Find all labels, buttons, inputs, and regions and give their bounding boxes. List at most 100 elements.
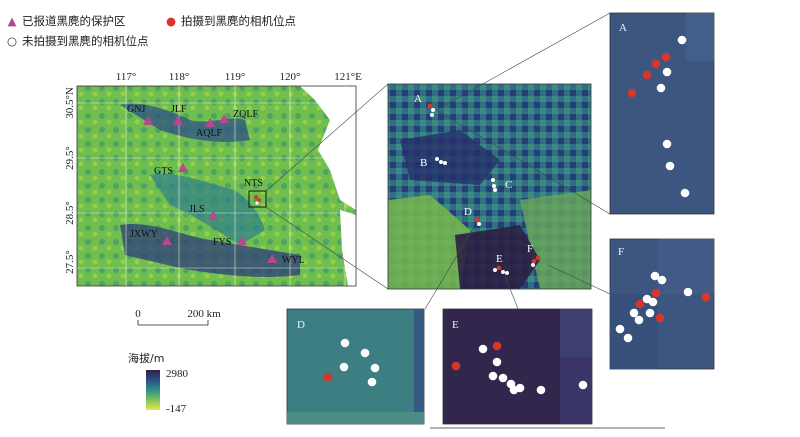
inset-e-cell <box>560 357 592 424</box>
zoom-highland-north <box>400 130 500 185</box>
camera-point <box>677 35 687 45</box>
captured-camera-point <box>655 313 665 323</box>
inset-d-edge <box>287 412 424 424</box>
triangle-icon: ▲ <box>7 14 17 28</box>
elevation-colorbar <box>146 370 160 410</box>
legend-not-captured-label: 未拍摄到黑麂的相机位点 <box>22 34 149 48</box>
camera-point <box>435 157 439 161</box>
camera-point <box>493 268 497 272</box>
reserve-marker-jlf <box>173 116 183 125</box>
reserve-marker-jls <box>208 211 218 220</box>
camera-point <box>615 324 625 334</box>
captured-camera-point <box>427 103 433 109</box>
camera-point <box>360 348 370 358</box>
reserve-marker-wyl <box>267 254 277 263</box>
inset-a-label: A <box>619 22 627 34</box>
red-dot-icon: ● <box>165 14 177 28</box>
camera-point <box>370 363 380 373</box>
connector-line <box>504 275 519 310</box>
zoom-lowland-west <box>388 195 470 289</box>
lon-tick-120: 120° <box>280 71 301 83</box>
camera-point <box>650 271 660 281</box>
reserve-label-jls: JLS <box>189 204 205 215</box>
legend-captured-label: 拍摄到黑麂的相机位点 <box>181 14 296 28</box>
captured-camera-point <box>531 258 537 264</box>
reserve-label-zqlf: ZQLF <box>233 109 258 120</box>
sea-area <box>300 86 356 210</box>
elevation-min: -147 <box>166 403 187 415</box>
inset-a: A <box>609 12 715 215</box>
reserve-markers <box>143 114 277 263</box>
inset-d-label: D <box>297 319 305 331</box>
reserve-label-fys: FYS <box>213 237 231 248</box>
camera-point <box>501 270 505 274</box>
captured-camera-point <box>651 59 661 69</box>
captured-camera-point <box>451 361 461 371</box>
nts-point <box>255 201 259 205</box>
camera-point <box>443 161 447 165</box>
nts-point <box>257 198 261 202</box>
lon-tick-118: 118° <box>169 71 190 83</box>
reserve-marker-gnj <box>143 116 153 125</box>
reserve-label-wyl: WYL <box>282 255 305 266</box>
camera-point <box>683 287 693 297</box>
camera-point <box>629 308 639 318</box>
camera-point <box>431 108 435 112</box>
camera-point <box>478 344 488 354</box>
camera-point <box>662 139 672 149</box>
sea-area-south <box>340 210 356 286</box>
scale-bar: 0 200 km <box>135 308 221 326</box>
camera-point <box>439 160 443 164</box>
camera-point <box>492 357 502 367</box>
camera-point <box>634 315 644 325</box>
camera-point <box>578 380 588 390</box>
reserve-marker-fys <box>237 236 247 245</box>
camera-point <box>680 188 690 198</box>
lat-tick-30-5: 30.5°N <box>64 87 76 119</box>
captured-camera-point <box>492 341 502 351</box>
lat-tick-29-5: 29.5° <box>64 146 76 170</box>
captured-camera-point <box>496 265 502 271</box>
legend-reserve: ▲ 已报道黑麂的保护区 <box>6 14 126 28</box>
camera-point <box>648 297 658 307</box>
camera-point <box>662 67 672 77</box>
main-map: 117° 118° 119° 120° 121°E 30.5°N 29.5° 2… <box>64 71 362 287</box>
legend-reserve-label: 已报道黑麂的保护区 <box>22 14 126 28</box>
inset-e-cell <box>560 309 592 357</box>
scale-label: 200 km <box>187 308 221 320</box>
captured-camera-point <box>661 52 671 62</box>
inset-d-edge <box>414 309 424 424</box>
camera-point <box>488 371 498 381</box>
inset-f-label: F <box>618 246 624 258</box>
scale-zero: 0 <box>135 308 141 320</box>
captured-camera-point <box>323 372 333 382</box>
lon-tick-117: 117° <box>116 71 137 83</box>
inset-f: F <box>609 238 715 370</box>
reserve-label-jxwy: JXWY <box>130 229 158 240</box>
inset-d-frame <box>286 308 425 425</box>
mountain-south <box>120 223 300 278</box>
main-map-frame <box>76 85 357 287</box>
camera-point <box>493 188 497 192</box>
zoom-label-c: C <box>505 179 512 191</box>
lat-tick-28-5: 28.5° <box>64 201 76 225</box>
zoom-label-d: D <box>464 206 472 218</box>
connector-line <box>547 264 611 295</box>
zoom-label-a: A <box>414 93 422 105</box>
nts-study-box <box>248 190 267 208</box>
reserve-label-nts: NTS <box>244 178 263 189</box>
elevation-title: 海拔/m <box>128 351 164 365</box>
camera-point <box>340 338 350 348</box>
legend-not-captured: ○ 未拍摄到黑麂的相机位点 <box>6 34 149 48</box>
camera-point <box>491 178 495 182</box>
connector-line <box>435 12 611 111</box>
reserve-marker-gts <box>178 163 188 172</box>
connector-line <box>265 83 389 192</box>
lat-tick-27-5: 27.5° <box>64 250 76 274</box>
zoom-label-f: F <box>527 243 533 255</box>
camera-point <box>492 184 496 188</box>
inset-f-cell <box>658 239 714 294</box>
camera-point <box>657 275 667 285</box>
white-dot-icon: ○ <box>6 34 18 48</box>
